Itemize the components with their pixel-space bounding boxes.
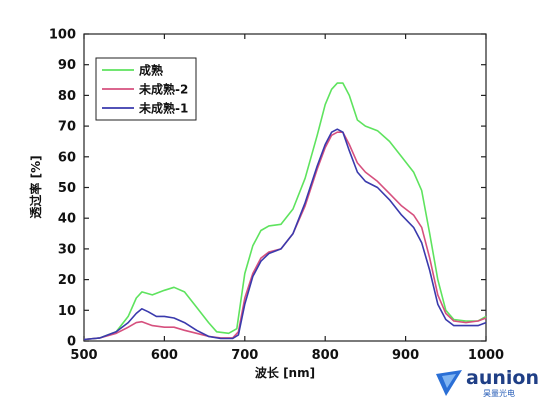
legend-label: 未成熟-2 (138, 82, 188, 97)
x-tick-label: 800 (312, 348, 339, 363)
y-tick-label: 20 (58, 273, 76, 288)
series-line-1 (83, 82, 487, 341)
y-tick-label: 30 (58, 242, 76, 257)
x-tick-label: 500 (70, 348, 97, 363)
y-tick-label: 40 (58, 212, 76, 227)
logo-wing-inner-icon (442, 374, 456, 388)
logo-subtext: 昊量光电 (483, 388, 515, 398)
y-tick-label: 100 (49, 28, 76, 43)
x-tick-label: 1000 (468, 348, 504, 363)
y-axis-title: 透过率 [%] (28, 155, 43, 218)
y-tick-label: 80 (58, 89, 76, 104)
x-tick-label: 700 (231, 348, 258, 363)
aunion-logo: aunion 昊量光电 (436, 367, 539, 398)
y-tick-label: 50 (58, 181, 76, 196)
series-line-2 (83, 131, 487, 341)
series-line-3 (83, 128, 487, 341)
y-tick-label: 0 (67, 335, 76, 350)
y-tick-label: 10 (58, 304, 76, 319)
x-tick-label: 900 (392, 348, 419, 363)
x-tick-label: 600 (151, 348, 178, 363)
legend-box (95, 57, 197, 121)
y-tick-label: 90 (58, 58, 76, 73)
logo-text: aunion (466, 367, 539, 389)
y-tick-label: 70 (58, 120, 76, 135)
legend-label: 成熟 (139, 63, 163, 78)
x-axis-title: 波长 [nm] (255, 365, 315, 380)
y-tick-label: 60 (58, 150, 76, 165)
legend-label: 未成熟-1 (138, 101, 188, 116)
